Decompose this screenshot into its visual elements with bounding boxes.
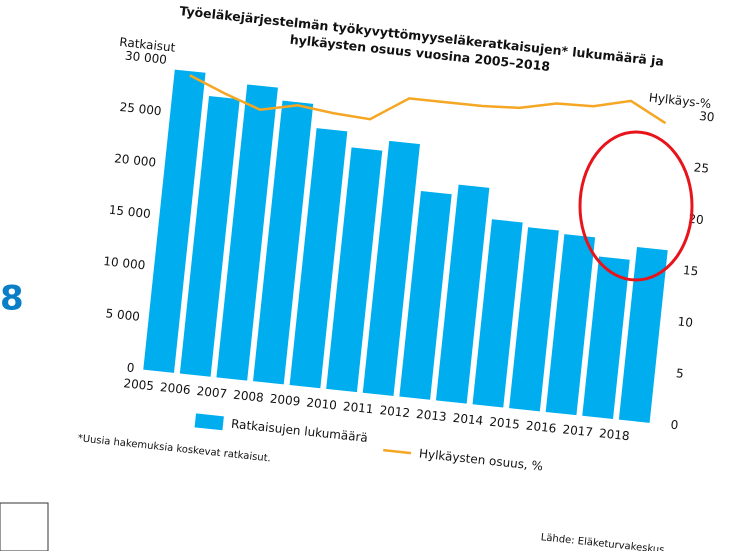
bar: [143, 69, 206, 373]
bar: [362, 140, 420, 396]
x-tick-label: 2010: [306, 395, 338, 412]
legend-swatch: [194, 413, 224, 431]
bar: [472, 219, 523, 408]
bar: [253, 100, 314, 385]
x-tick-label: 2012: [379, 403, 411, 420]
x-tick-label: 2008: [233, 388, 265, 405]
y2-tick-label: 0: [670, 418, 679, 433]
bar: [618, 246, 668, 423]
bar: [179, 96, 240, 377]
x-tick-label: 2014: [452, 411, 484, 428]
x-tick-label: 2016: [525, 418, 557, 435]
x-tick-label: 2018: [598, 426, 630, 443]
x-tick-label: 2007: [196, 384, 228, 401]
background-box: [0, 502, 49, 551]
x-tick-label: 2006: [159, 380, 191, 397]
bar: [289, 128, 348, 389]
bar: [509, 227, 559, 412]
y2-tick-label: 25: [693, 160, 710, 176]
y-axis-label: Ratkaisut: [119, 35, 177, 55]
y2-tick-label: 10: [677, 314, 694, 330]
y-tick-label: 10 000: [103, 254, 146, 272]
x-tick-label: 2005: [123, 376, 155, 393]
x-tick-label: 2013: [415, 407, 447, 424]
y-tick-label: 0: [126, 360, 135, 375]
x-tick-label: 2015: [489, 415, 521, 432]
background-fragment: 8: [0, 279, 24, 319]
y2-tick-label: 15: [682, 263, 699, 279]
bar: [545, 234, 596, 416]
line: [189, 74, 667, 125]
y-tick-label: 30 000: [124, 49, 167, 67]
y-tick-label: 15 000: [108, 203, 151, 221]
legend-swatch: [383, 448, 412, 455]
bar: [216, 84, 278, 381]
x-tick-label: 2011: [342, 399, 374, 416]
highlight-circle: [578, 130, 694, 282]
x-tick-label: 2017: [562, 422, 594, 439]
y-tick-label: 20 000: [114, 151, 157, 169]
y2-axis-label: Hylkäys-%: [648, 91, 712, 111]
chart-card: Työeläkejärjestelmän työkyvyttömyyseläke…: [50, 0, 722, 551]
y-tick-label: 5 000: [105, 306, 141, 324]
y2-tick-label: 30: [699, 109, 716, 125]
bar: [326, 147, 383, 393]
y-tick-label: 25 000: [119, 100, 162, 118]
bar: [582, 256, 630, 420]
y2-tick-label: 5: [675, 366, 684, 381]
bar: [399, 191, 452, 400]
x-tick-label: 2009: [269, 392, 301, 409]
bar: [435, 184, 490, 404]
